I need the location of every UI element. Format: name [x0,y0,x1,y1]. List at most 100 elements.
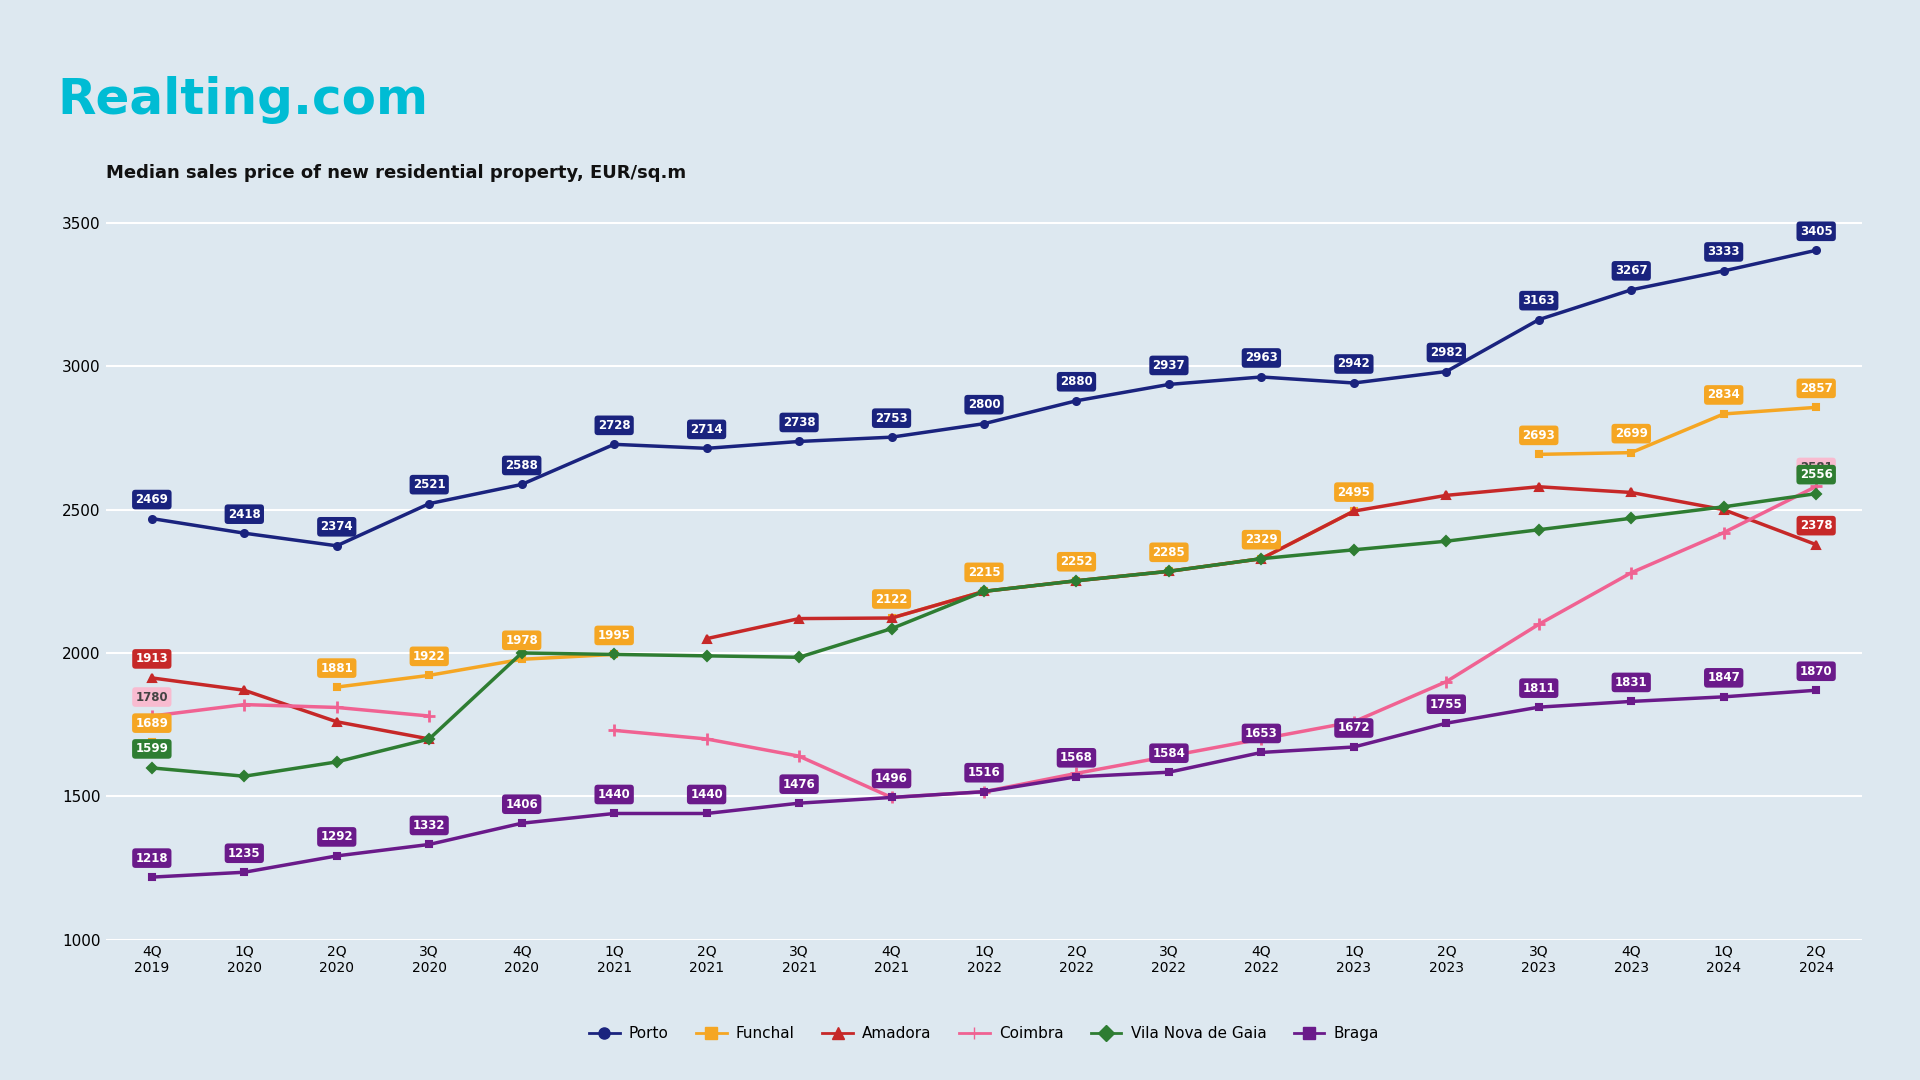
Porto [324,539,348,552]
Text: 3267: 3267 [1615,265,1647,278]
Text: 1672: 1672 [1338,721,1371,734]
Text: 1922: 1922 [413,650,445,663]
Text: 2738: 2738 [783,416,816,429]
Text: 1847: 1847 [1707,672,1740,685]
Porto [1713,265,1736,278]
Text: 1780: 1780 [136,690,169,703]
Text: 2285: 2285 [1152,545,1185,558]
Braga [1526,701,1549,714]
Amadora [232,684,255,697]
Vila Nova de Gaia [140,761,163,774]
Vila Nova de Gaia [1066,575,1089,588]
Text: 1332: 1332 [413,819,445,832]
Vila Nova de Gaia [511,647,534,660]
Text: Median sales price of new residential property, EUR/sq.m: Median sales price of new residential pr… [106,164,685,181]
Text: 2800: 2800 [968,399,1000,411]
Vila Nova de Gaia [1713,500,1736,513]
Vila Nova de Gaia [1434,535,1457,548]
Text: 2982: 2982 [1430,346,1463,359]
Text: 2122: 2122 [876,593,908,606]
Porto [1342,377,1365,390]
Text: 1653: 1653 [1244,727,1279,740]
Braga [695,807,718,820]
Braga [972,785,995,798]
Braga [140,870,163,883]
Porto [140,512,163,525]
Text: 1440: 1440 [689,788,724,801]
Text: 1599: 1599 [136,742,169,755]
Vila Nova de Gaia [232,770,255,783]
Text: 1913: 1913 [136,652,169,665]
Porto [232,527,255,540]
Vila Nova de Gaia [695,649,718,662]
Braga [511,816,534,829]
Porto [972,417,995,430]
Braga [1620,694,1644,707]
Amadora [419,732,442,745]
Text: 2880: 2880 [1060,375,1092,389]
Vila Nova de Gaia [879,622,902,635]
Braga [1713,690,1736,703]
Text: 1440: 1440 [597,788,630,801]
Text: 2834: 2834 [1707,389,1740,402]
Text: 3405: 3405 [1799,225,1832,238]
Vila Nova de Gaia [1250,552,1273,565]
Porto [1066,394,1089,407]
Vila Nova de Gaia [1526,523,1549,536]
Text: 2942: 2942 [1338,357,1371,370]
Line: Vila Nova de Gaia: Vila Nova de Gaia [148,490,1820,780]
Line: Coimbra: Coimbra [146,699,434,721]
Text: 2374: 2374 [321,521,353,534]
Text: 2521: 2521 [413,478,445,491]
Porto [1434,365,1457,378]
Text: 1235: 1235 [228,847,261,860]
Braga [1342,741,1365,754]
Braga [1434,717,1457,730]
Text: 2963: 2963 [1244,351,1279,364]
Text: 2937: 2937 [1152,359,1185,372]
Coimbra [232,698,255,711]
Text: 1811: 1811 [1523,681,1555,694]
Text: 1496: 1496 [876,772,908,785]
Braga [419,838,442,851]
Text: 1870: 1870 [1799,665,1832,678]
Text: 2588: 2588 [505,459,538,472]
Porto [787,435,810,448]
Text: 1689: 1689 [136,717,169,730]
Text: 2728: 2728 [597,419,630,432]
Porto [1620,283,1644,296]
Amadora [140,672,163,685]
Vila Nova de Gaia [324,755,348,768]
Braga [232,866,255,879]
Braga [1066,770,1089,783]
Coimbra [140,710,163,723]
Coimbra [419,710,442,723]
Text: 1831: 1831 [1615,676,1647,689]
Text: 2857: 2857 [1799,382,1832,395]
Text: 1476: 1476 [783,778,816,791]
Amadora [324,715,348,728]
Vila Nova de Gaia [1620,512,1644,525]
Braga [1158,766,1181,779]
Coimbra [324,701,348,714]
Porto [1526,313,1549,326]
Text: 2418: 2418 [228,508,261,521]
Text: 2252: 2252 [1060,555,1092,568]
Text: 2495: 2495 [1338,486,1371,499]
Text: 1292: 1292 [321,831,353,843]
Braga [787,797,810,810]
Porto [1158,378,1181,391]
Text: 1978: 1978 [505,634,538,647]
Text: 1568: 1568 [1060,752,1092,765]
Text: 1881: 1881 [321,662,353,675]
Porto [511,478,534,491]
Text: 2469: 2469 [136,494,169,507]
Text: 1516: 1516 [968,766,1000,779]
Porto [603,437,626,450]
Text: 2215: 2215 [968,566,1000,579]
Line: Amadora: Amadora [148,674,434,743]
Text: 1755: 1755 [1430,698,1463,711]
Text: 2581: 2581 [1799,461,1832,474]
Braga [603,807,626,820]
Porto [1250,370,1273,383]
